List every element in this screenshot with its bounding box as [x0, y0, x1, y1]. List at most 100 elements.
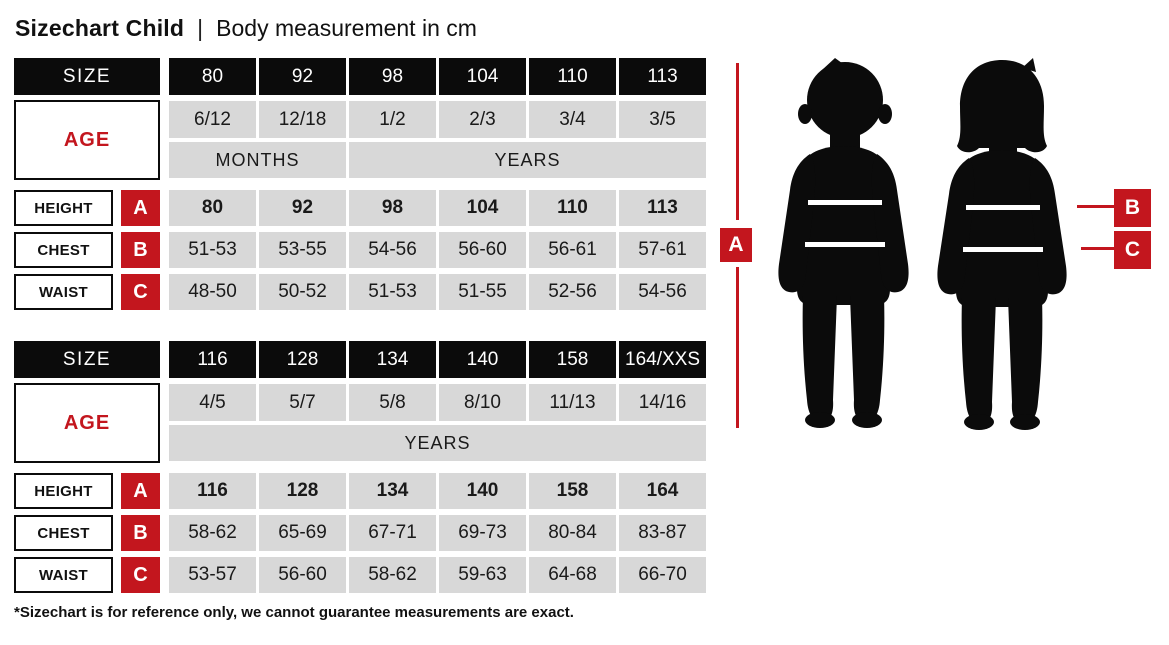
chest-measure-line	[1077, 205, 1114, 208]
age-value-cell: 3/5	[619, 101, 706, 138]
size-value-cell: 140	[439, 341, 526, 378]
age-value-cell: 3/4	[529, 101, 616, 138]
measure-value-cell: 80-84	[529, 515, 616, 551]
size-header-row: SIZE 116 128 134 140 158 164/XXS	[14, 341, 706, 378]
size-label-cell: SIZE	[14, 341, 160, 378]
size-value-cell: 158	[529, 341, 616, 378]
boy-silhouette	[778, 58, 909, 428]
boy-waist-line	[805, 242, 885, 247]
size-value-cell: 116	[169, 341, 256, 378]
age-unit-cell: MONTHS	[169, 142, 346, 178]
age-columns: 4/5 5/7 5/8 8/10 11/13 14/16 YEARS	[169, 384, 706, 461]
measure-label-cell: WAIST	[14, 557, 113, 593]
measure-value-cell: 50-52	[259, 274, 346, 310]
height-measure-line-top	[736, 63, 739, 220]
size-value-cell: 98	[349, 58, 436, 95]
size-label-cell: SIZE	[14, 58, 160, 95]
measure-rows: HEIGHT A 80 92 98 104 110 113 CHEST B 51-53 53-55 54…	[14, 190, 706, 310]
measure-row-height: HEIGHT A 116 128 134 140 158 164	[14, 473, 706, 509]
sizechart-table-large-sizes: SIZE 116 128 134 140 158 164/XXS AGE 4/5 5/7 5/…	[14, 341, 706, 599]
measure-value-cell: 134	[349, 473, 436, 509]
measure-value-cell: 116	[169, 473, 256, 509]
size-value-cell: 80	[169, 58, 256, 95]
measure-marker-badge: B	[121, 515, 160, 551]
age-block: AGE 6/12 12/18 1/2 2/3 3/4 3/5 MONTHS YEARS	[14, 100, 706, 180]
age-unit-cell: YEARS	[349, 142, 706, 178]
age-label-cell: AGE	[14, 100, 160, 180]
boy-foot-right	[852, 412, 882, 428]
measure-value-cell: 56-60	[259, 557, 346, 593]
measure-label-cell: HEIGHT	[14, 190, 113, 226]
measure-marker-badge: B	[121, 232, 160, 268]
age-value-cell: 11/13	[529, 384, 616, 421]
boy-arm-right	[871, 154, 909, 293]
measure-label-cell: WAIST	[14, 274, 113, 310]
measure-label-cell: HEIGHT	[14, 473, 113, 509]
measure-marker-badge: A	[121, 190, 160, 226]
measure-row-chest: CHEST B 58-62 65-69 67-71 69-73 80-84 83-87	[14, 515, 706, 551]
girl-waist-line	[963, 247, 1043, 252]
measure-value-cell: 54-56	[619, 274, 706, 310]
measure-marker-badge: C	[121, 557, 160, 593]
age-value-cell: 14/16	[619, 384, 706, 421]
measure-value-cell: 58-62	[349, 557, 436, 593]
age-values-row: 6/12 12/18 1/2 2/3 3/4 3/5	[169, 101, 706, 138]
boy-chest-line	[808, 200, 882, 205]
size-value-cell: 92	[259, 58, 346, 95]
girl-leg-left	[961, 298, 996, 424]
measure-row-waist: WAIST C 53-57 56-60 58-62 59-63 64-68 66-70	[14, 557, 706, 593]
girl-arm-left	[937, 158, 975, 295]
age-value-cell: 4/5	[169, 384, 256, 421]
age-value-cell: 1/2	[349, 101, 436, 138]
waist-measure-line	[1081, 247, 1114, 250]
footnote: *Sizechart is for reference only, we can…	[14, 604, 574, 621]
sizechart-table-small-sizes: SIZE 80 92 98 104 110 113 AGE 6/12 12/18 1/2 2/3…	[14, 58, 706, 316]
age-values-row: 4/5 5/7 5/8 8/10 11/13 14/16	[169, 384, 706, 421]
girl-arm-right	[1029, 158, 1067, 295]
girl-leg-right	[1008, 298, 1043, 424]
age-units-row: MONTHS YEARS	[169, 142, 706, 178]
measure-value-cell: 52-56	[529, 274, 616, 310]
size-value-cell: 110	[529, 58, 616, 95]
measure-marker-badge: A	[121, 473, 160, 509]
age-value-cell: 5/7	[259, 384, 346, 421]
measure-value-cell: 53-55	[259, 232, 346, 268]
size-value-cell: 164/XXS	[619, 341, 706, 378]
measure-value-cell: 110	[529, 190, 616, 226]
measure-label-cell: CHEST	[14, 232, 113, 268]
boy-foot-left	[805, 412, 835, 428]
measure-value-cell: 66-70	[619, 557, 706, 593]
size-header-row: SIZE 80 92 98 104 110 113	[14, 58, 706, 95]
measure-value-cell: 67-71	[349, 515, 436, 551]
girl-torso	[956, 150, 1048, 307]
measure-value-cell: 56-61	[529, 232, 616, 268]
measure-value-cell: 98	[349, 190, 436, 226]
measure-value-cell: 164	[619, 473, 706, 509]
marker-b-badge: B	[1114, 189, 1151, 227]
size-value-cell: 134	[349, 341, 436, 378]
measure-value-cell: 69-73	[439, 515, 526, 551]
title-subtitle: Body measurement in cm	[216, 15, 477, 41]
measure-value-cell: 64-68	[529, 557, 616, 593]
girl-foot-left	[964, 414, 994, 430]
age-value-cell: 2/3	[439, 101, 526, 138]
marker-c-badge: C	[1114, 231, 1151, 269]
measure-value-cell: 57-61	[619, 232, 706, 268]
boy-head	[807, 62, 883, 138]
measure-marker-badge: C	[121, 274, 160, 310]
age-block: AGE 4/5 5/7 5/8 8/10 11/13 14/16 YEARS	[14, 383, 706, 463]
measure-value-cell: 51-53	[169, 232, 256, 268]
measure-row-chest: CHEST B 51-53 53-55 54-56 56-60 56-61 57-61	[14, 232, 706, 268]
age-label-cell: AGE	[14, 383, 160, 463]
boy-ear-right	[878, 104, 892, 124]
measure-value-cell: 158	[529, 473, 616, 509]
marker-a-badge: A	[720, 228, 752, 262]
age-value-cell: 5/8	[349, 384, 436, 421]
measure-value-cell: 65-69	[259, 515, 346, 551]
measure-value-cell: 104	[439, 190, 526, 226]
boy-ear-left	[798, 104, 812, 124]
size-value-cell: 104	[439, 58, 526, 95]
measure-value-cell: 59-63	[439, 557, 526, 593]
measure-value-cell: 140	[439, 473, 526, 509]
